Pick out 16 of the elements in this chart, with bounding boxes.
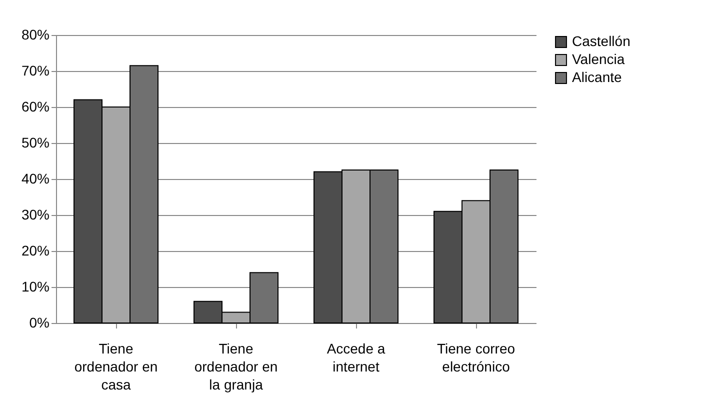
- y-tick-label: 50%: [21, 134, 50, 150]
- y-tick-label: 0%: [29, 314, 50, 330]
- legend-label: Castellón: [572, 33, 630, 49]
- legend-label: Alicante: [572, 69, 622, 85]
- x-tick-label: Accede a internet: [326, 340, 386, 374]
- y-tick-label: 40%: [21, 170, 50, 186]
- x-tick-label: Tiene correo electrónico: [436, 340, 516, 374]
- y-tick-label: 20%: [21, 242, 50, 258]
- y-tick-label: 70%: [21, 62, 50, 78]
- x-tick-label: Tiene ordenador en casa: [74, 340, 158, 392]
- y-tick-label: 10%: [21, 278, 50, 294]
- legend-label: Valencia: [572, 51, 625, 67]
- y-tick-label: 30%: [21, 206, 50, 222]
- x-tick-label: Tiene ordenador en la granja: [194, 340, 278, 392]
- y-tick-label: 80%: [21, 26, 50, 42]
- y-tick-label: 60%: [21, 98, 50, 114]
